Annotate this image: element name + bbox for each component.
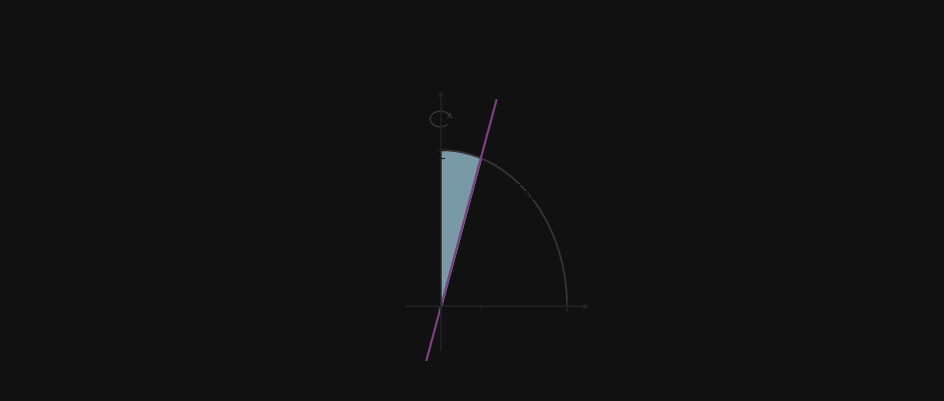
Text: 10: 10 — [418, 144, 433, 157]
Text: $x$: $x$ — [581, 320, 590, 333]
Text: Enter the exact answer.: Enter the exact answer. — [19, 274, 167, 287]
Text: $y = \sqrt{100-x^2}$: $y = \sqrt{100-x^2}$ — [482, 182, 566, 206]
Text: Use cylindrical shells to find the volume of the solid generated when the shaded: Use cylindrical shells to find the volum… — [19, 42, 880, 52]
Text: Note that “V =” is already provided. Do not include this in your submitted respo: Note that “V =” is already provided. Do … — [19, 315, 648, 328]
Text: $y =3x$: $y =3x$ — [484, 95, 525, 111]
Text: $y$: $y$ — [447, 85, 457, 99]
Text: 10: 10 — [559, 320, 574, 333]
